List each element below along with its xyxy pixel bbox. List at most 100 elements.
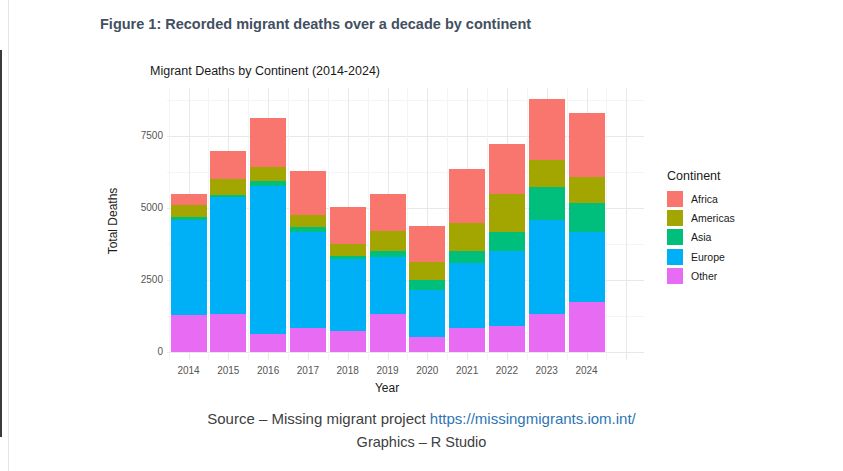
x-tick-label: 2020 bbox=[407, 365, 447, 376]
legend-label: Other bbox=[691, 270, 717, 282]
gridline-minor bbox=[606, 88, 607, 360]
bar-segment-2017-asia bbox=[290, 227, 326, 232]
bar-segment-2016-africa bbox=[250, 118, 286, 166]
bar-segment-2018-other bbox=[330, 331, 366, 352]
bar-segment-2014-americas bbox=[171, 205, 207, 217]
bar-segment-2022-other bbox=[489, 326, 525, 352]
bar-segment-2023-other bbox=[529, 314, 565, 352]
legend-item: Africa bbox=[667, 189, 735, 208]
bar-segment-2022-americas bbox=[489, 194, 525, 231]
legend-label: Africa bbox=[691, 193, 718, 205]
bar-segment-2021-africa bbox=[449, 169, 485, 222]
gridline-minor bbox=[248, 88, 249, 360]
x-tick-label: 2022 bbox=[487, 365, 527, 376]
left-edge-line bbox=[0, 50, 2, 437]
bar-segment-2019-europe bbox=[370, 257, 406, 314]
bar-segment-2017-americas bbox=[290, 215, 326, 227]
gridline-minor bbox=[567, 88, 568, 360]
chart-title: Migrant Deaths by Continent (2014-2024) bbox=[150, 64, 380, 78]
bar-segment-2014-asia bbox=[171, 217, 207, 220]
bar-segment-2024-asia bbox=[569, 203, 605, 231]
legend-title: Continent bbox=[667, 166, 735, 183]
bar-segment-2015-asia bbox=[210, 195, 246, 197]
bar-segment-2022-asia bbox=[489, 232, 525, 251]
gridline-minor bbox=[208, 88, 209, 360]
bar-segment-2015-africa bbox=[210, 151, 246, 179]
bar-segment-2023-europe bbox=[529, 220, 565, 314]
bar-segment-2016-europe bbox=[250, 186, 286, 334]
bar-segment-2018-africa bbox=[330, 207, 366, 244]
y-tick-label: 2500 bbox=[108, 274, 163, 285]
gridline-minor bbox=[167, 100, 644, 101]
gridline-major bbox=[626, 88, 627, 360]
bar-segment-2024-europe bbox=[569, 232, 605, 302]
x-tick-label: 2018 bbox=[328, 365, 368, 376]
bar-segment-2024-americas bbox=[569, 177, 605, 204]
source-line: Source – Missing migrant project https:/… bbox=[0, 410, 843, 427]
bar-segment-2020-africa bbox=[409, 226, 445, 262]
x-tick-label: 2024 bbox=[567, 365, 607, 376]
legend-item: Europe bbox=[667, 247, 735, 266]
x-tick-label: 2014 bbox=[169, 365, 209, 376]
bar-segment-2018-europe bbox=[330, 259, 366, 331]
bar-segment-2019-africa bbox=[370, 194, 406, 231]
bar-segment-2019-asia bbox=[370, 251, 406, 258]
gridline-minor bbox=[447, 88, 448, 360]
legend: Continent Africa Americas Asia Europe Other bbox=[667, 166, 735, 285]
bar-segment-2021-europe bbox=[449, 263, 485, 329]
gridline-minor bbox=[487, 88, 488, 360]
x-tick-label: 2019 bbox=[368, 365, 408, 376]
bar-segment-2015-americas bbox=[210, 179, 246, 195]
bar-segment-2019-other bbox=[370, 314, 406, 352]
x-tick-label: 2017 bbox=[288, 365, 328, 376]
bar-segment-2014-other bbox=[171, 315, 207, 352]
bar-segment-2016-other bbox=[250, 334, 286, 352]
x-tick-label: 2023 bbox=[527, 365, 567, 376]
bar-segment-2024-other bbox=[569, 302, 605, 352]
bar-segment-2020-europe bbox=[409, 290, 445, 337]
x-tick-label: 2021 bbox=[447, 365, 487, 376]
legend-swatch-asia bbox=[667, 229, 683, 245]
legend-label: Asia bbox=[691, 231, 711, 243]
bar-segment-2020-americas bbox=[409, 262, 445, 280]
bar-segment-2016-asia bbox=[250, 181, 286, 186]
legend-swatch-europe bbox=[667, 249, 683, 265]
bar-segment-2020-asia bbox=[409, 280, 445, 290]
bar-segment-2014-africa bbox=[171, 194, 207, 205]
gridline-major bbox=[167, 352, 644, 353]
legend-swatch-other bbox=[667, 268, 683, 284]
bar-segment-2020-other bbox=[409, 337, 445, 352]
source-link[interactable]: https://missingmigrants.iom.int/ bbox=[430, 410, 636, 427]
gridline-minor bbox=[368, 88, 369, 360]
legend-item: Other bbox=[667, 266, 735, 285]
gridline-minor bbox=[407, 88, 408, 360]
gridline-minor bbox=[169, 88, 170, 360]
gridline-minor bbox=[328, 88, 329, 360]
y-tick-label: 7500 bbox=[108, 130, 163, 141]
gridline-minor bbox=[527, 88, 528, 360]
legend-label: Europe bbox=[691, 251, 725, 263]
bar-segment-2015-europe bbox=[210, 197, 246, 314]
y-axis-title: Total Deaths bbox=[106, 188, 120, 255]
page-margin-line bbox=[8, 0, 9, 471]
figure-caption: Figure 1: Recorded migrant deaths over a… bbox=[100, 16, 531, 32]
bar-segment-2021-other bbox=[449, 328, 485, 351]
bar-segment-2016-americas bbox=[250, 167, 286, 182]
bar-segment-2023-asia bbox=[529, 187, 565, 219]
bar-segment-2015-other bbox=[210, 314, 246, 352]
graphics-credit: Graphics – R Studio bbox=[0, 434, 843, 450]
bar-segment-2014-europe bbox=[171, 220, 207, 315]
bar-segment-2021-asia bbox=[449, 251, 485, 263]
legend-label: Americas bbox=[691, 212, 735, 224]
x-axis-title: Year bbox=[357, 381, 417, 395]
bar-segment-2024-africa bbox=[569, 113, 605, 177]
bar-segment-2017-other bbox=[290, 328, 326, 352]
bar-segment-2023-africa bbox=[529, 99, 565, 160]
bar-segment-2022-africa bbox=[489, 144, 525, 194]
legend-swatch-americas bbox=[667, 210, 683, 226]
bar-segment-2022-europe bbox=[489, 251, 525, 326]
bar-segment-2017-africa bbox=[290, 171, 326, 215]
bar-segment-2017-europe bbox=[290, 232, 326, 328]
legend-swatch-africa bbox=[667, 191, 683, 207]
bar-segment-2023-americas bbox=[529, 160, 565, 188]
